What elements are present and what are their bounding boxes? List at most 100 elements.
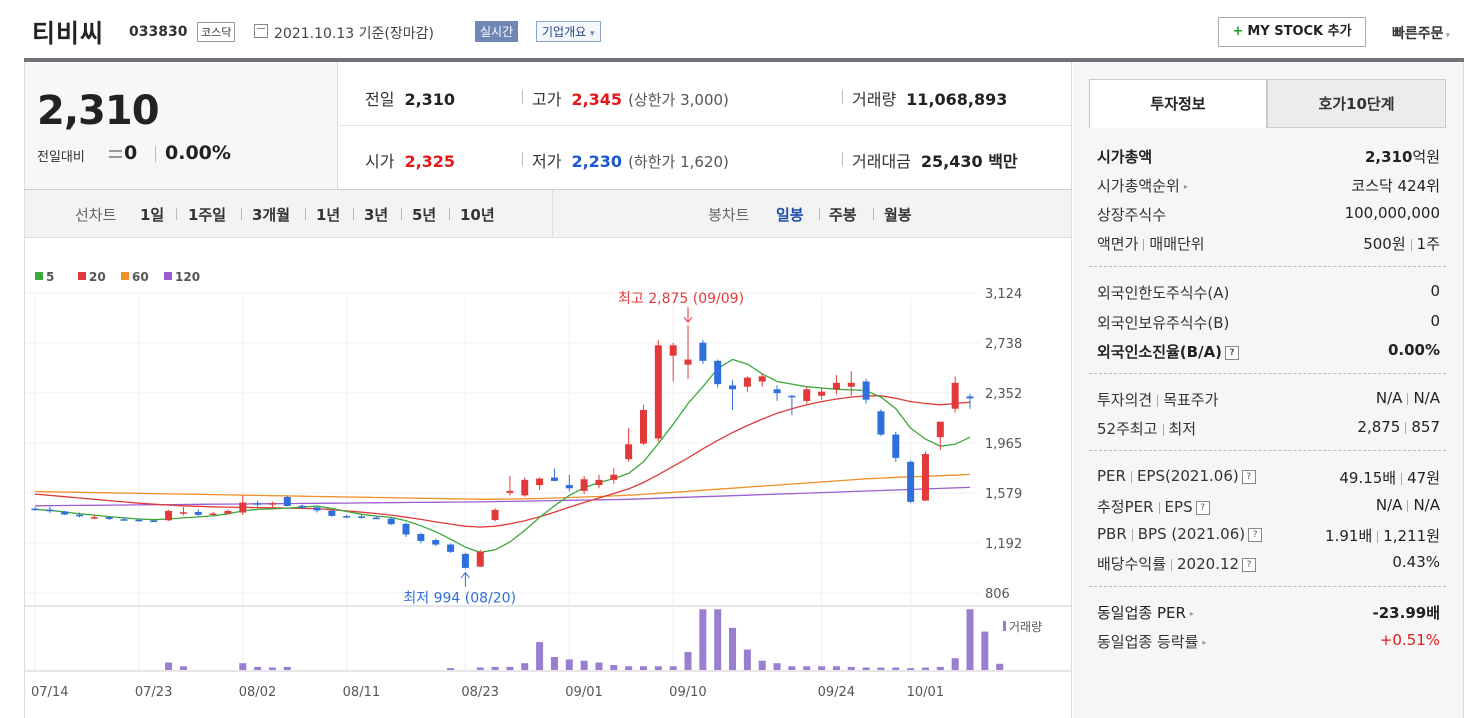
x-tick-label: 07/23 <box>135 685 172 700</box>
current-price-box: 2,310 전일대비 0 0.00% <box>25 62 338 189</box>
candle-body <box>936 421 944 438</box>
volume-bar <box>803 666 811 670</box>
row-separator <box>339 125 1071 126</box>
est-per-row: 추정PER EPS? N/A N/A <box>1097 496 1440 517</box>
candle-monthly[interactable]: 월봉 <box>884 206 912 224</box>
amount-label: 거래대금 <box>852 152 911 171</box>
candle-body <box>714 360 722 385</box>
period-5y[interactable]: 5년 <box>412 206 437 224</box>
pbr-label: PBR <box>1097 525 1127 543</box>
period-1d[interactable]: 1일 <box>140 206 165 224</box>
trade-amount: 거래대금 25,430 백만 <box>852 148 1018 172</box>
volume-bar <box>892 667 900 670</box>
candle-body <box>654 345 662 439</box>
period-3m[interactable]: 3개월 <box>252 206 291 224</box>
candle-body <box>639 409 647 444</box>
candle-chart-label: 봉차트 <box>708 206 750 224</box>
candle-daily[interactable]: 일봉 <box>776 206 804 224</box>
mystock-add-button[interactable]: + MY STOCK 추가 <box>1218 17 1366 47</box>
volume: 거래량 11,068,893 <box>852 86 1007 110</box>
industry-change-row[interactable]: 동일업종 등락률 ▸ +0.51% <box>1097 631 1440 652</box>
price-summary: 2,310 전일대비 0 0.00% 전일 2,310 고가 2,345 (상한가 3… <box>24 62 1072 190</box>
industry-per-row[interactable]: 동일업종 PER ▸ -23.99배 <box>1097 602 1440 623</box>
candle-body <box>951 382 959 409</box>
industry-per-label: 동일업종 PER <box>1097 604 1186 622</box>
foreign-hold-label: 외국인보유주식수(B) <box>1097 314 1230 332</box>
candle-body <box>135 519 143 522</box>
candle-body <box>921 454 929 501</box>
volume-bar <box>625 666 633 670</box>
candle-body <box>847 382 855 387</box>
realtime-button[interactable]: 실시간 <box>475 21 519 42</box>
candle-body <box>239 502 247 513</box>
quick-order-button[interactable]: 빠른주문 <box>1392 23 1450 43</box>
help-icon[interactable]: ? <box>1242 557 1257 572</box>
industry-change-label: 동일업종 등락률 <box>1097 633 1199 651</box>
price-chart: 3,124 2,738 2,352 1,965 1,579 1,192 806 07/14 07… <box>24 238 1072 718</box>
period-1w[interactable]: 1주일 <box>188 206 227 224</box>
y-tick-label: 1,965 <box>985 437 1022 452</box>
section-divider <box>1089 373 1446 374</box>
tab-invest-info[interactable]: 투자정보 <box>1089 79 1267 128</box>
legend-swatch <box>35 272 43 280</box>
volume-legend-swatch <box>1003 621 1006 631</box>
candle-body <box>506 490 514 493</box>
par-unit-row: 액면가 매매단위 500원 1주 <box>1097 233 1440 254</box>
candle-body <box>684 359 692 365</box>
period-1y[interactable]: 1년 <box>316 206 341 224</box>
help-icon[interactable]: ? <box>1248 527 1263 542</box>
candle-body <box>580 479 588 491</box>
market-cap-value: 2,310억원 <box>1365 146 1440 167</box>
help-icon[interactable]: ? <box>1241 469 1256 484</box>
calendar-icon <box>254 24 268 38</box>
volume-bar <box>491 666 499 670</box>
low-price: 저가 2,230 (하한가 1,620) <box>532 148 729 172</box>
volume-bar <box>580 660 588 670</box>
market-cap-rank-row[interactable]: 시가총액순위 ▸ 코스닥 424위 <box>1097 175 1440 196</box>
chevron-down-icon: ▾ <box>590 29 595 39</box>
y-tick-label: 2,738 <box>985 337 1022 352</box>
week52-low: 857 <box>1411 418 1440 436</box>
legend-swatch <box>78 272 86 280</box>
candle-body <box>550 477 558 481</box>
separator <box>1162 423 1164 436</box>
opinion-label: 투자의견 <box>1097 391 1153 409</box>
eps-label: EPS(2021.06) <box>1136 467 1239 485</box>
candle-body <box>803 389 811 401</box>
prev-close: 전일 2,310 <box>365 86 455 110</box>
per-eps-value: 49.15배 47원 <box>1339 467 1440 488</box>
help-icon[interactable]: ? <box>1195 500 1210 515</box>
low-annotation: 최저 994 (08/20) <box>403 591 516 607</box>
high-price: 고가 2,345 (상한가 3,000) <box>532 86 729 110</box>
period-10y[interactable]: 10년 <box>460 206 495 224</box>
candle-body <box>669 345 677 356</box>
candle-body <box>417 533 425 541</box>
volume-bar <box>818 666 826 670</box>
cell-separator <box>842 152 843 166</box>
corp-info-dropdown[interactable]: 기업개요 ▾ <box>536 21 601 42</box>
lower-limit: (하한가 1,620) <box>628 153 729 171</box>
week52-value: 2,875 857 <box>1357 418 1440 436</box>
candle-body <box>283 496 291 507</box>
period-3y[interactable]: 3년 <box>364 206 389 224</box>
high-label: 고가 <box>532 90 562 109</box>
target-text: N/A <box>1413 389 1440 407</box>
separator <box>1407 499 1409 512</box>
listed-shares-label: 상장주식수 <box>1097 206 1167 224</box>
candle-weekly[interactable]: 주봉 <box>829 206 857 224</box>
volume-bar <box>907 668 915 670</box>
candle-body <box>120 519 128 521</box>
period-separator <box>353 208 354 220</box>
high-annotation: 최고 2,875 (09/09) <box>618 291 744 307</box>
ma5-line <box>34 358 971 554</box>
prev-label: 전일 <box>365 90 395 109</box>
volume-bar <box>565 659 573 670</box>
foreign-limit-row: 외국인한도주식수(A) 0 <box>1097 282 1440 303</box>
volume-bar <box>179 666 187 670</box>
volume-bar <box>639 666 647 670</box>
help-icon[interactable]: ? <box>1225 345 1240 360</box>
x-tick-label: 09/01 <box>565 685 602 700</box>
pbr-bps-value: 1.91배 1,211원 <box>1325 525 1440 546</box>
change-amount: 0 <box>124 142 138 164</box>
tab-orderbook[interactable]: 호가10단계 <box>1267 79 1446 128</box>
